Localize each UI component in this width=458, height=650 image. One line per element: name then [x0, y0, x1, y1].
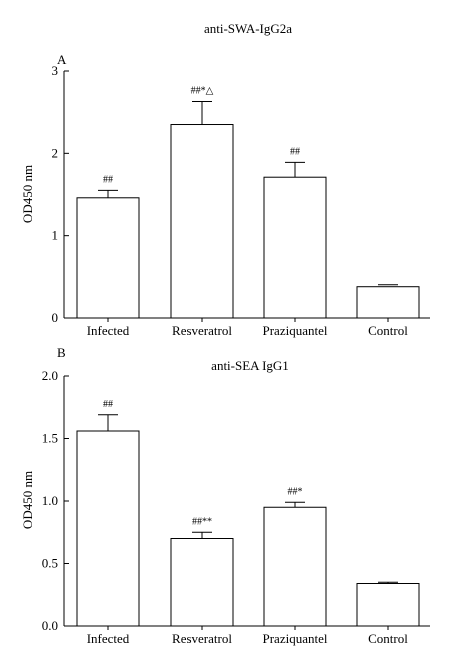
panel-a-y-tick-label: 3	[52, 63, 59, 78]
panel-a-y-tick-label: 2	[52, 145, 59, 160]
panel-b-label: B	[57, 345, 66, 360]
panel-a-bar	[76, 197, 140, 319]
panel-b-category-label: Infected	[87, 631, 130, 646]
panel-a-title: anti-SWA-IgG2a	[204, 21, 292, 36]
panel-b-y-tick-label: 1.5	[42, 431, 58, 446]
panel-a-bar	[356, 286, 420, 319]
panel-b-category-label: Resveratrol	[172, 631, 232, 646]
panel-b-category-label: Praziquantel	[263, 631, 328, 646]
panel-a-y-tick-label: 1	[52, 228, 59, 243]
panel-a-label: A	[57, 52, 67, 67]
panel-a-significance-label: ##	[290, 146, 300, 157]
panel-b-y-axis-label: OD450 nm	[20, 471, 35, 529]
panel-b-significance-label: ##*	[288, 486, 303, 497]
panel-b-bar	[76, 430, 140, 627]
panel-b-title: anti-SEA IgG1	[211, 358, 289, 373]
panel-a-category-label: Praziquantel	[263, 323, 328, 338]
panel-b-y-tick-label: 1.0	[42, 493, 58, 508]
panel-a-significance-label: ##	[103, 174, 113, 185]
panel-a-y-tick-label: 0	[52, 310, 59, 325]
panel-a: anti-SWA-IgG2a A OD450 nm 0 1 2 3 ## Infected…	[20, 21, 430, 338]
panel-a-category-label: Infected	[87, 323, 130, 338]
panel-b-y-tick-label: 0.0	[42, 618, 58, 633]
panel-a-significance-label: ##*△	[191, 85, 214, 96]
panel-b-y-tick-label: 2.0	[42, 368, 58, 383]
panel-a-y-axis-label: OD450 nm	[20, 165, 35, 223]
panel-a-category-label: Control	[368, 323, 408, 338]
panel-a-bar	[263, 176, 327, 319]
panel-b-category-label: Control	[368, 631, 408, 646]
panel-a-category-label: Resveratrol	[172, 323, 232, 338]
panel-b-bar	[356, 583, 420, 627]
panel-b-bar	[170, 538, 234, 627]
panel-b-significance-label: ##**	[192, 516, 212, 527]
panel-a-bar	[170, 124, 234, 319]
panel-b-significance-label: ##	[103, 399, 113, 410]
panel-b: anti-SEA IgG1 B OD450 nm 0.0 0.5 1.0 1.5 2.0…	[20, 345, 430, 646]
panel-b-bar	[263, 506, 327, 627]
panel-b-y-tick-label: 0.5	[42, 556, 58, 571]
